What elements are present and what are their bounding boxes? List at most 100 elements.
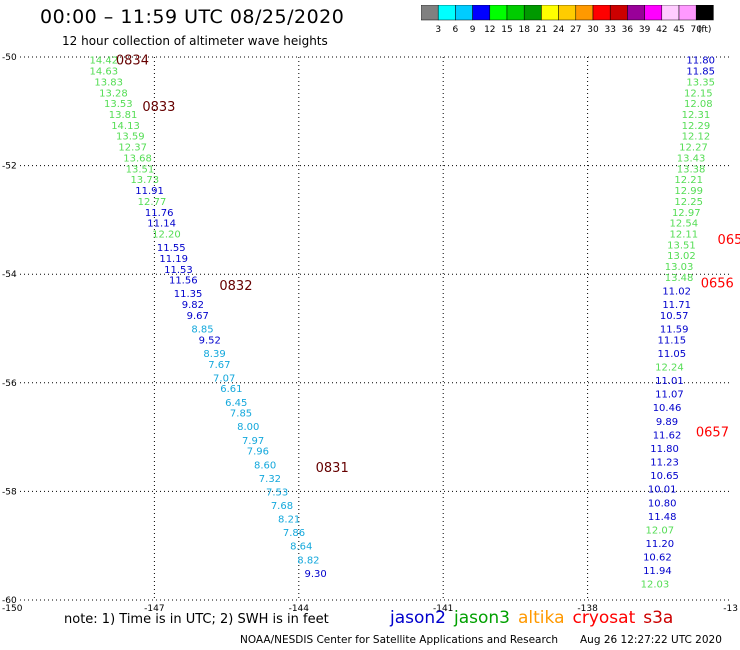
swh-value: 11.48 [648, 512, 677, 523]
swh-value: 13.53 [104, 99, 133, 110]
satellite-cryosat: cryosat [572, 608, 636, 628]
legend-tick-label: 42 [656, 25, 667, 35]
color-scale-legend: 3 6 9 12 15 18 21 24 27 30 33 36 39 42 45 70(ft) [421, 5, 714, 35]
swh-value: 11.80 [686, 56, 715, 67]
swh-value: 10.01 [648, 485, 677, 496]
swh-value: 12.12 [682, 132, 711, 143]
swh-value: 13.48 [665, 273, 694, 284]
swh-value: 13.51 [126, 164, 155, 175]
swh-value: 12.54 [670, 219, 699, 230]
swh-value: 6.61 [220, 384, 242, 395]
swh-value: 12.08 [684, 99, 713, 110]
swh-value: 12.77 [138, 197, 167, 208]
swh-value: 7.86 [283, 528, 305, 539]
swh-value: 9.52 [199, 335, 221, 346]
swh-value: 13.81 [109, 110, 138, 121]
swh-value: 12.25 [674, 197, 703, 208]
swh-value: 13.43 [677, 153, 706, 164]
time-label: 0656 [701, 276, 734, 291]
swh-value: 12.20 [152, 229, 181, 240]
satellite-s3a: s3a [643, 608, 674, 628]
swh-value: 7.53 [266, 487, 288, 498]
time-label: 0833 [142, 100, 175, 115]
legend-tick-label: 70 [690, 25, 702, 35]
legend-tick-label: 30 [587, 25, 599, 35]
swh-value: 10.80 [648, 498, 677, 509]
legend-swatch [695, 5, 714, 21]
y-tick-label: -52 [2, 162, 17, 172]
swh-value: 13.38 [677, 164, 706, 175]
swh-value: 14.42 [90, 56, 119, 67]
swh-value: 12.97 [672, 208, 701, 219]
legend-tick-label: 45 [673, 25, 684, 35]
swh-value: 11.14 [147, 219, 176, 230]
time-label: 0832 [219, 279, 252, 294]
swh-value: 8.00 [237, 422, 259, 433]
swh-value: 12.15 [684, 88, 713, 99]
swh-value: 12.11 [670, 229, 699, 240]
swh-value: 12.27 [679, 143, 708, 154]
swh-value: 11.07 [655, 390, 684, 401]
swh-value: 10.62 [643, 553, 672, 564]
grid-layer [20, 56, 732, 601]
swh-value: 10.57 [660, 311, 689, 322]
swh-value: 11.62 [653, 430, 682, 441]
swh-value: 13.68 [123, 153, 152, 164]
swh-value: 12.31 [682, 110, 711, 121]
swh-value: 7.68 [271, 501, 293, 512]
legend-tick-label: 39 [639, 25, 651, 35]
swh-value: 7.85 [230, 409, 252, 420]
swh-value: 13.51 [667, 240, 696, 251]
swh-value: 7.96 [247, 447, 269, 458]
swh-value: 12.99 [674, 186, 703, 197]
swh-value: 13.73 [130, 175, 159, 186]
satellite-jason3: jason3 [454, 608, 510, 628]
swh-value: 11.19 [159, 254, 188, 265]
swh-value: 9.67 [187, 311, 209, 322]
x-edge-label-left: -150 [2, 604, 23, 614]
legend-tick-label: 27 [570, 25, 581, 35]
credit-line: NOAA/NESDIS Center for Satellite Applica… [240, 634, 558, 646]
legend-tick-label: 3 [435, 25, 441, 35]
swh-value: 12.24 [655, 363, 684, 374]
swh-value: 12.37 [118, 143, 147, 154]
swh-value: 10.46 [653, 403, 682, 414]
time-label: 0831 [316, 461, 349, 476]
y-tick-label: -54 [2, 270, 17, 280]
x-tick-label: -144 [289, 604, 310, 614]
swh-value: 11.53 [164, 265, 193, 276]
legend-tick-label: 24 [553, 25, 565, 35]
swh-value: 11.01 [655, 376, 684, 387]
legend-tick-label: 33 [604, 25, 615, 35]
x-tick-label: -147 [144, 604, 164, 614]
swh-value: 14.13 [111, 121, 140, 132]
swh-value: 11.71 [662, 300, 691, 311]
time-label: 0657 [696, 426, 729, 441]
swh-value: 11.80 [650, 444, 679, 455]
footer-note: note: 1) Time is in UTC; 2) SWH is in fe… [64, 612, 329, 627]
legend-tick-label: 21 [536, 25, 547, 35]
swh-value: 7.32 [259, 474, 281, 485]
swh-value: 9.82 [182, 300, 204, 311]
satellite-jason2: jason2 [390, 608, 446, 628]
swh-value: 13.35 [686, 77, 715, 88]
swh-value: 8.60 [254, 460, 276, 471]
y-tick-label: -50 [2, 53, 17, 63]
swh-value: 11.05 [658, 349, 687, 360]
legend-tick-label: 12 [484, 25, 495, 35]
swh-value: 11.23 [650, 458, 679, 469]
swh-value: 11.91 [135, 186, 164, 197]
swh-value: 14.63 [90, 67, 119, 78]
legend-tick-label: 15 [501, 25, 512, 35]
swh-value: 12.29 [682, 121, 711, 132]
swh-value: 11.15 [658, 335, 687, 346]
swh-value: 12.07 [645, 525, 674, 536]
time-label: 0834 [116, 54, 149, 69]
swh-value: 8.64 [290, 542, 312, 553]
swh-value: 7.07 [213, 373, 235, 384]
swh-value: 12.21 [674, 175, 703, 186]
swh-value: 11.76 [145, 208, 174, 219]
time-labels: 0834 0833 0832 0831 065 0656 0657 [116, 54, 740, 476]
swh-value: 11.59 [660, 325, 689, 336]
